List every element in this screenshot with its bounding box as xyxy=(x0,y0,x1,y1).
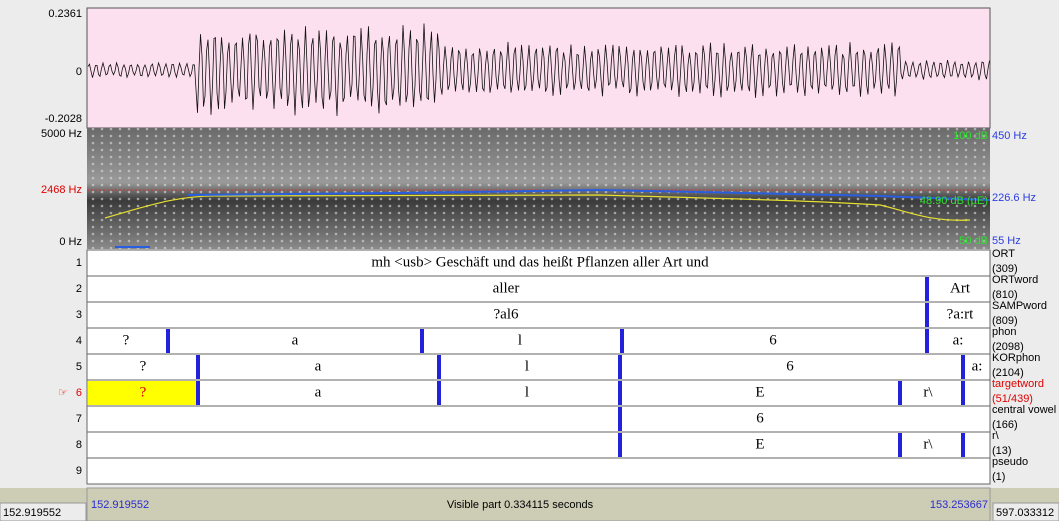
interval-label: aller xyxy=(493,280,520,296)
interval-label: l xyxy=(518,332,522,348)
boundary xyxy=(620,329,624,353)
interval-label: Art xyxy=(950,280,971,296)
interval-label: r\ xyxy=(923,436,933,452)
pitch-max: 450 Hz xyxy=(992,130,1027,142)
interval-label: mh <usb> Geschäft und das heißt Pflanzen… xyxy=(371,254,709,270)
tier-row xyxy=(87,302,990,328)
page: 0.2361 0 -0.2028 5000 Hz 2468 Hz 0 Hz 45… xyxy=(0,0,1059,521)
tier-row xyxy=(87,328,990,354)
waveform-panel xyxy=(87,8,990,128)
boundary xyxy=(925,303,929,327)
tier-row xyxy=(87,432,990,458)
spec-min: 0 Hz xyxy=(59,236,82,248)
visible-info: Visible part 0.334115 seconds xyxy=(447,499,594,511)
interval-label: a xyxy=(315,358,322,374)
tier-row xyxy=(87,380,990,406)
tier-name: SAMPword xyxy=(992,300,1047,312)
boundary xyxy=(196,381,200,405)
intensity-mid: 48.90 dB (µE) xyxy=(920,195,988,207)
tier-row xyxy=(87,276,990,302)
praat-editor: 0.2361 0 -0.2028 5000 Hz 2468 Hz 0 Hz 45… xyxy=(0,0,1059,521)
visible-end: 153.253667 xyxy=(930,499,988,511)
pitch-cursor: 226.6 Hz xyxy=(992,192,1036,204)
interval-label: ?a:rt xyxy=(947,306,974,322)
spec-max: 5000 Hz xyxy=(41,128,82,140)
boundary xyxy=(898,381,902,405)
tier-name: pseudo xyxy=(992,456,1028,468)
boundary xyxy=(925,329,929,353)
boundary xyxy=(618,433,622,457)
total-end: 597.033312 xyxy=(996,507,1054,519)
tier-number: 2 xyxy=(76,283,82,295)
intensity-min: 50 dB xyxy=(959,235,988,247)
tier-row xyxy=(87,354,990,380)
wave-max: 0.2361 xyxy=(48,8,82,20)
boundary xyxy=(961,433,965,457)
interval-label: a: xyxy=(953,332,964,348)
interval-label: l xyxy=(525,358,529,374)
interval-label: a xyxy=(292,332,299,348)
boundary xyxy=(961,381,965,405)
tier-row xyxy=(87,406,990,432)
interval-label: l xyxy=(525,384,529,400)
boundary xyxy=(196,355,200,379)
tier-row xyxy=(87,458,990,484)
intensity-max: 100 dB xyxy=(953,130,988,142)
tier-name: KORphon xyxy=(992,352,1040,364)
interval-label: a: xyxy=(972,358,983,374)
tier-number: 6 xyxy=(76,387,82,399)
interval-label: ?al6 xyxy=(494,306,519,322)
interval-label: 6 xyxy=(756,410,764,426)
tier-name: phon xyxy=(992,326,1016,338)
tier-number: 9 xyxy=(76,465,82,477)
interval-label: E xyxy=(755,384,764,400)
boundary xyxy=(618,381,622,405)
boundary xyxy=(437,355,441,379)
interval-label: r\ xyxy=(923,384,933,400)
wave-min: -0.2028 xyxy=(45,113,82,125)
tier-number: 5 xyxy=(76,361,82,373)
total-start: 152.919552 xyxy=(3,507,61,519)
interval-label: 6 xyxy=(786,358,794,374)
interval-label: E xyxy=(755,436,764,452)
boundary xyxy=(898,433,902,457)
boundary xyxy=(961,355,965,379)
selected-marker: ☞ xyxy=(58,387,68,399)
boundary xyxy=(437,381,441,405)
spec-cursor: 2468 Hz xyxy=(41,184,82,196)
tier-number: 7 xyxy=(76,413,82,425)
boundary xyxy=(618,407,622,431)
tier-count: (1) xyxy=(992,471,1005,483)
interval-label: 6 xyxy=(769,332,777,348)
pitch-min: 55 Hz xyxy=(992,235,1021,247)
interval-label: ? xyxy=(140,384,147,400)
interval-label: ? xyxy=(140,358,147,374)
tier-number: 1 xyxy=(76,257,82,269)
boundary xyxy=(925,277,929,301)
tier-name: central vowel xyxy=(992,404,1056,416)
tier-number: 8 xyxy=(76,439,82,451)
boundary xyxy=(166,329,170,353)
tier-name: ORTword xyxy=(992,274,1038,286)
spectrogram-harmonics xyxy=(87,128,990,249)
interval-label: ? xyxy=(123,332,130,348)
tier-number: 3 xyxy=(76,309,82,321)
tier-name: r\ xyxy=(992,430,1000,442)
boundary xyxy=(618,355,622,379)
interval-label: a xyxy=(315,384,322,400)
wave-zero: 0 xyxy=(76,66,82,78)
boundary xyxy=(420,329,424,353)
visible-start: 152.919552 xyxy=(91,499,149,511)
tier-number: 4 xyxy=(76,335,82,347)
tier-name: ORT xyxy=(992,248,1015,260)
tier-name: targetword xyxy=(992,378,1044,390)
